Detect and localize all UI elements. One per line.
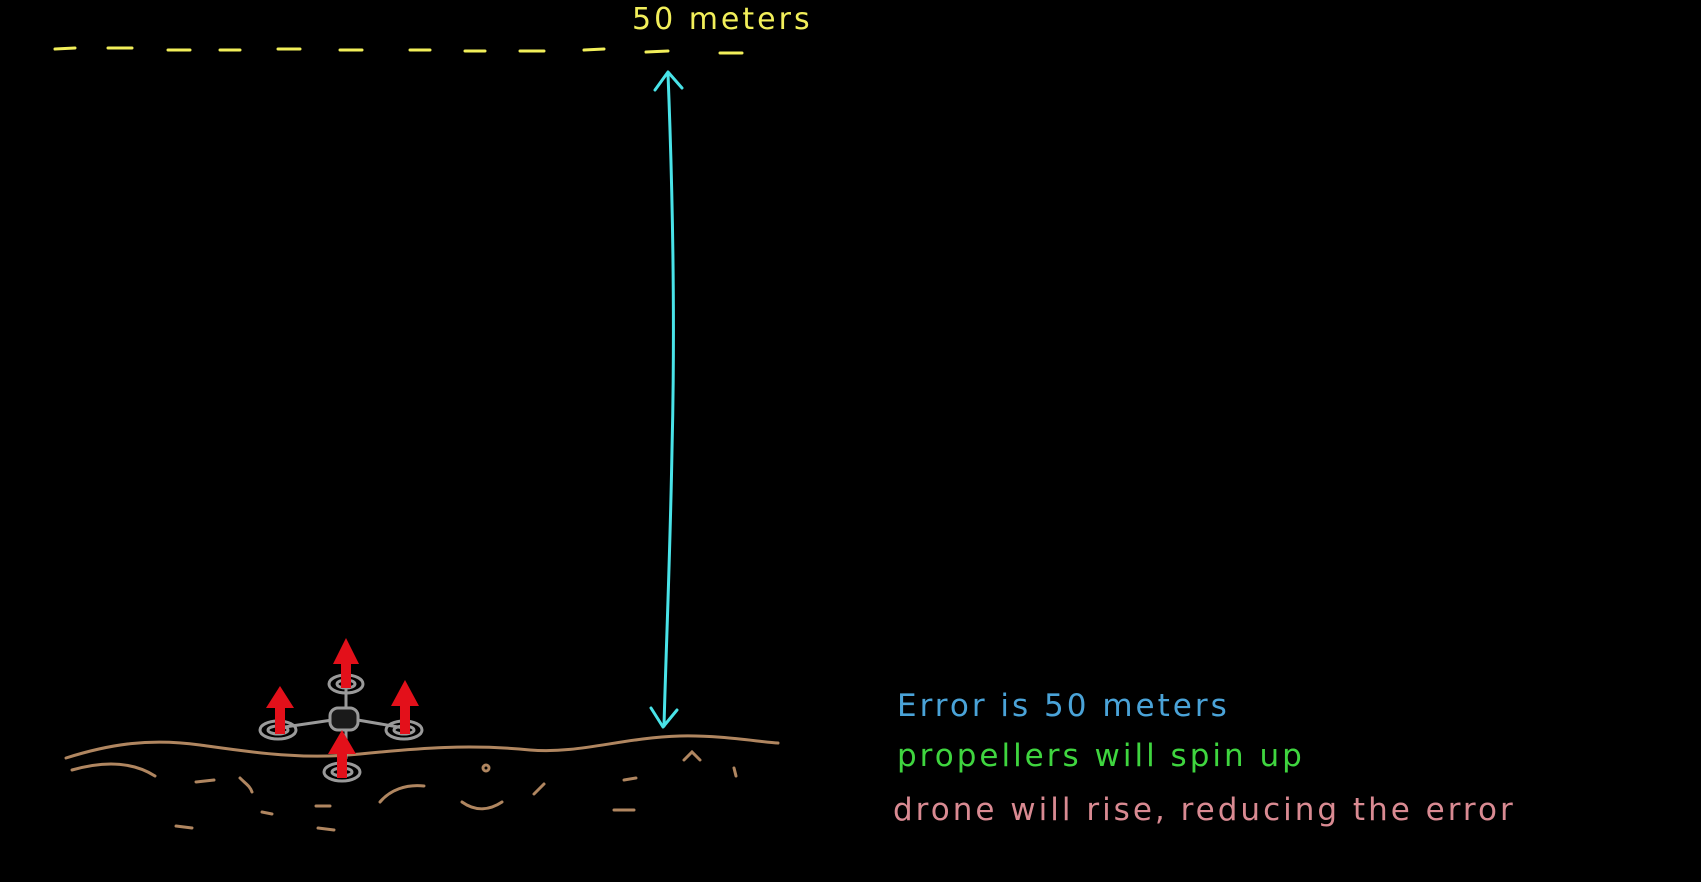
up-arrow-icon — [266, 686, 294, 734]
propeller-note: propellers will spin up — [897, 738, 1305, 774]
ground — [64, 734, 780, 832]
distance-arrow — [649, 70, 684, 729]
up-arrow-icon — [333, 638, 359, 688]
thrust-arrows — [266, 638, 419, 778]
up-arrow-icon — [328, 730, 356, 778]
target-altitude-line — [53, 46, 744, 55]
error-note: Error is 50 meters — [897, 688, 1230, 724]
up-arrow-icon — [391, 680, 419, 734]
quadcopter-icon — [258, 673, 424, 783]
target-altitude-label: 50 meters — [632, 2, 813, 37]
rise-note: drone will rise, reducing the error — [893, 792, 1516, 828]
